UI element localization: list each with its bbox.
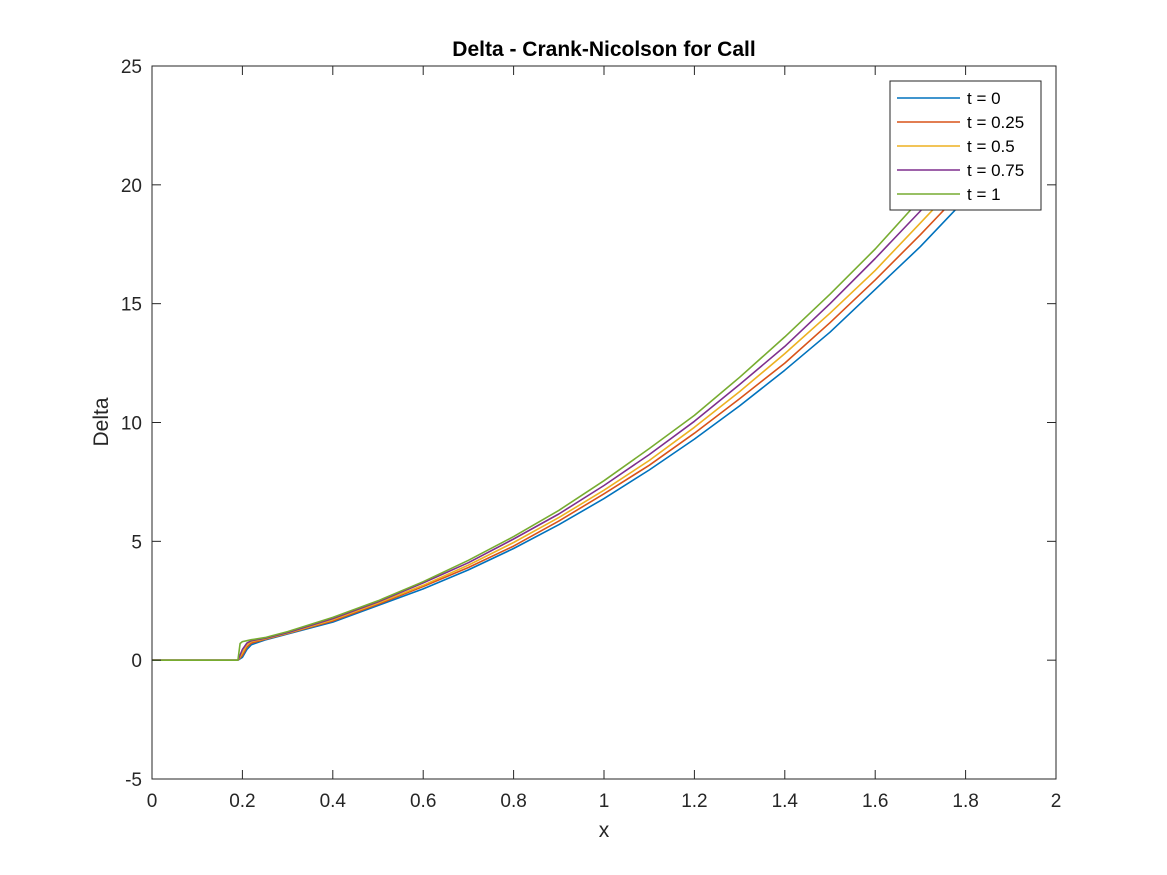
y-tick-label: 15 [121,295,142,316]
x-tick-label: 1.6 [862,791,888,812]
x-tick-label: 1 [599,791,610,812]
series-line-3 [152,189,940,662]
series-layer [152,189,971,662]
y-tick-label: 0 [131,651,142,672]
x-tick-label: 2 [1051,791,1062,812]
y-tick-label: -5 [125,770,142,791]
x-tick-label: 1.4 [772,791,799,812]
y-tick-label: 10 [121,414,142,435]
legend: t = 0 t = 0.25 t = 0.5 t = 0.75 t = 1 [889,80,1042,211]
legend-label-3: t = 0.75 [967,161,1024,180]
x-tick-label: 0.2 [229,791,255,812]
y-axis-label: Delta [90,397,113,446]
series-line-2 [152,189,953,662]
x-tick-label: 1.2 [681,791,707,812]
legend-label-1: t = 0.25 [967,113,1024,132]
x-tick-label: 0.6 [410,791,436,812]
series-line-0 [152,193,971,662]
legend-label-2: t = 0.5 [967,137,1015,156]
x-tick-label: 0.4 [320,791,347,812]
chart-title: Delta - Crank-Nicolson for Call [452,38,755,61]
legend-label-0: t = 0 [967,89,1001,108]
y-tick-label: 5 [131,532,142,553]
series-line-4 [152,189,930,662]
x-tick-label: 1.8 [952,791,978,812]
y-tick-label: 25 [121,57,142,78]
x-tick-label: 0 [147,791,158,812]
series-line-1 [152,191,962,662]
x-tick-label: 0.8 [500,791,526,812]
x-axis-label: x [599,819,610,842]
legend-label-4: t = 1 [967,185,1001,204]
y-tick-label: 20 [121,176,142,197]
